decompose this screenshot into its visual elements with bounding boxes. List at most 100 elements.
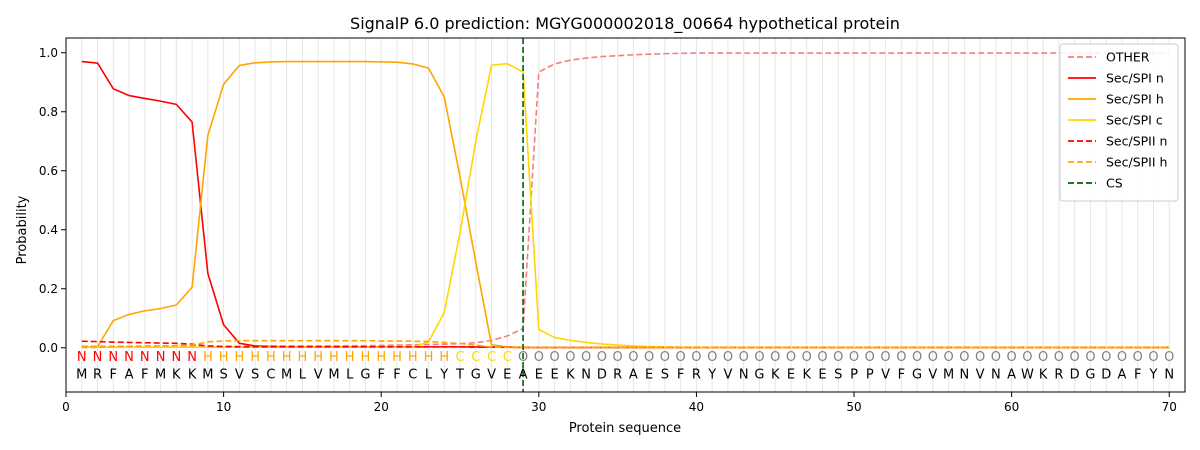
region-label: O	[723, 350, 733, 365]
residue-label: M	[281, 368, 292, 383]
region-label: O	[912, 350, 922, 365]
legend-label: Sec/SPII h	[1106, 155, 1167, 170]
region-label: O	[1054, 350, 1064, 365]
residue-label: F	[898, 368, 905, 383]
region-label: H	[361, 350, 371, 365]
region-label: C	[455, 350, 464, 365]
region-label: H	[313, 350, 323, 365]
series-line-sec-spii-h	[81, 339, 1170, 349]
residue-label: L	[299, 368, 307, 383]
region-label: O	[1117, 350, 1127, 365]
chart-title: SignalP 6.0 prediction: MGYG000002018_00…	[350, 14, 900, 34]
residue-label: F	[377, 368, 384, 383]
region-label: N	[156, 350, 166, 365]
region-label: O	[534, 350, 544, 365]
axes: 0 10 20 30 40 50 60 70 0.0 0.2 0.4 0.6 0.8 1.0	[39, 37, 1186, 414]
residue-label: D	[597, 368, 607, 383]
region-label: O	[1070, 350, 1080, 365]
residue-label: A	[1118, 368, 1127, 383]
region-label: O	[691, 350, 701, 365]
region-label: H	[392, 350, 402, 365]
region-label: O	[518, 350, 528, 365]
region-label: C	[487, 350, 496, 365]
x-tick-label: 50	[846, 400, 861, 414]
residue-label: L	[425, 368, 433, 383]
region-label: O	[880, 350, 890, 365]
x-tick-label: 0	[62, 400, 70, 414]
region-label: C	[503, 350, 512, 365]
residue-label: S	[834, 368, 842, 383]
series-line-sec-spi-n	[81, 60, 1170, 349]
series-line-sec-spi-h	[81, 60, 1170, 349]
region-label: O	[865, 350, 875, 365]
residue-label: R	[93, 368, 102, 383]
series-line-other	[81, 52, 1170, 348]
region-label: O	[565, 350, 575, 365]
residue-label: W	[1021, 368, 1034, 383]
residue-label: D	[1101, 368, 1111, 383]
x-axis-label: Protein sequence	[569, 421, 681, 436]
residue-label: R	[692, 368, 701, 383]
residue-label: G	[360, 368, 370, 383]
region-label: O	[928, 350, 938, 365]
region-label: O	[786, 350, 796, 365]
residue-label: A	[125, 368, 134, 383]
residue-label: M	[328, 368, 339, 383]
region-label: H	[376, 350, 386, 365]
region-label: O	[754, 350, 764, 365]
legend: OTHER Sec/SPI n Sec/SPI h Sec/SPI c Sec/SPII…	[1059, 43, 1179, 202]
residue-label: E	[787, 368, 795, 383]
region-label: H	[345, 350, 355, 365]
y-tick-label: 0.6	[39, 164, 58, 178]
residue-label: S	[219, 368, 227, 383]
region-label: O	[896, 350, 906, 365]
residue-label: V	[487, 368, 496, 383]
region-label: O	[833, 350, 843, 365]
region-label: O	[975, 350, 985, 365]
residue-label: N	[1164, 368, 1174, 383]
region-label: H	[282, 350, 292, 365]
region-label: N	[108, 350, 118, 365]
residue-label: P	[866, 368, 874, 383]
residue-label: T	[455, 368, 464, 383]
region-label: N	[140, 350, 150, 365]
region-label: H	[329, 350, 339, 365]
series-line-sec-spi-c	[81, 62, 1170, 349]
residue-label: M	[76, 368, 87, 383]
residue-label: F	[393, 368, 400, 383]
plot-frame	[65, 37, 1186, 393]
residue-label: A	[629, 368, 638, 383]
region-label: O	[1133, 350, 1143, 365]
residue-label: C	[266, 368, 275, 383]
region-label: H	[203, 350, 213, 365]
region-label: O	[676, 350, 686, 365]
residue-label: Y	[439, 368, 448, 383]
region-label: O	[628, 350, 638, 365]
residue-label: S	[251, 368, 259, 383]
residue-label: A	[1007, 368, 1016, 383]
grid-lines	[81, 38, 1170, 392]
residue-label: Y	[707, 368, 716, 383]
y-tick-label: 0.8	[39, 105, 58, 119]
residue-label: G	[754, 368, 764, 383]
residue-label: V	[881, 368, 890, 383]
region-label: C	[471, 350, 480, 365]
region-label: N	[187, 350, 197, 365]
legend-label: Sec/SPII n	[1106, 134, 1167, 149]
series-lines	[81, 52, 1170, 349]
region-label: O	[613, 350, 623, 365]
residue-label: D	[1070, 368, 1080, 383]
residue-label: E	[645, 368, 653, 383]
x-tick-label: 30	[531, 400, 546, 414]
residue-label: P	[850, 368, 858, 383]
region-label: O	[802, 350, 812, 365]
region-label: O	[644, 350, 654, 365]
x-tick-label: 70	[1162, 400, 1177, 414]
region-label: O	[581, 350, 591, 365]
region-label: O	[1164, 350, 1174, 365]
region-label: N	[93, 350, 103, 365]
residue-label: L	[346, 368, 354, 383]
residue-label: N	[581, 368, 591, 383]
region-label: H	[298, 350, 308, 365]
